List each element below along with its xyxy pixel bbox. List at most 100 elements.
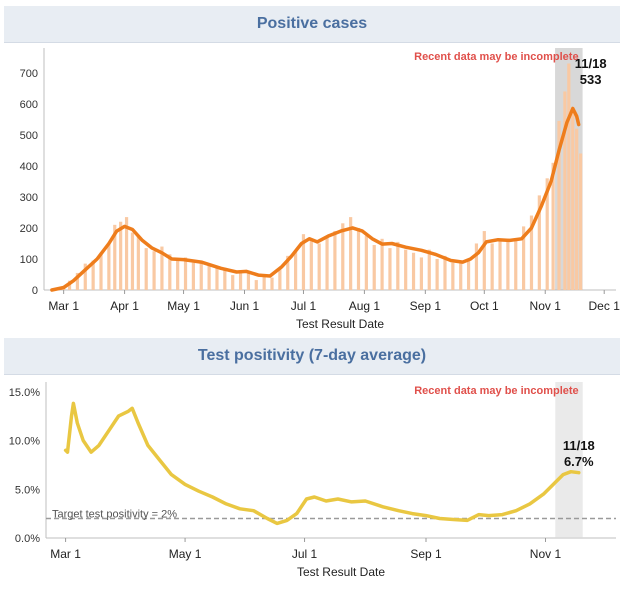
daily-case-bar	[551, 162, 555, 290]
daily-case-bar	[199, 260, 203, 290]
daily-case-bar	[176, 260, 180, 290]
y-tick-label: 400	[20, 161, 38, 173]
daily-case-bar	[113, 224, 117, 290]
incomplete-data-note: Recent data may be incomplete	[414, 51, 578, 63]
y-tick-label: 300	[20, 192, 38, 204]
daily-case-bar	[75, 272, 80, 290]
x-tick-label: Dec 1	[589, 299, 621, 313]
x-tick-label: Mar 1	[48, 299, 79, 313]
positivity-chart: 0.0% 5.0% 10.0% 15.0% Mar 1 May 1 Jul 1 Sep 1 No…	[9, 382, 616, 579]
daily-case-bar	[459, 261, 463, 290]
daily-case-bar	[380, 238, 384, 290]
daily-case-bar	[309, 240, 313, 290]
daily-case-bar	[107, 243, 111, 290]
daily-case-bar	[356, 227, 361, 290]
daily-case-bar	[372, 245, 376, 290]
y-tick-label: 600	[20, 99, 38, 111]
daily-case-bar	[579, 153, 583, 290]
annotation-date: 11/18	[575, 56, 607, 71]
daily-case-bar	[364, 235, 368, 290]
daily-case-bar	[119, 221, 123, 290]
daily-case-bar	[482, 231, 486, 290]
daily-case-bar	[262, 276, 266, 290]
x-tick-label: Sep 1	[410, 547, 442, 561]
y-tick-label: 0	[32, 285, 38, 297]
daily-case-bar	[83, 263, 87, 290]
daily-case-bar	[294, 251, 298, 290]
cases-chart-title: Positive cases	[256, 15, 368, 32]
cases-chart: 0 100 200 300 400 500 600 700 Mar 1 Apr 1 May 1 Jun…	[20, 48, 621, 331]
daily-case-bar	[341, 223, 345, 290]
daily-case-bar	[246, 271, 251, 290]
y-tick-label: 15.0%	[9, 387, 40, 399]
x-tick-label: May 1	[169, 547, 202, 561]
daily-case-bar	[286, 255, 290, 290]
y-tick-label: 0.0%	[15, 533, 40, 545]
daily-case-bar	[301, 234, 306, 290]
daily-case-bar	[333, 231, 337, 290]
x-tick-label: Jul 1	[291, 299, 317, 313]
daily-case-bar	[152, 251, 156, 290]
daily-case-bar	[130, 232, 135, 290]
daily-case-bar	[168, 254, 172, 290]
y-tick-label: 5.0%	[15, 484, 40, 496]
daily-case-bar	[575, 128, 579, 290]
daily-case-bar	[396, 241, 400, 290]
daily-case-bar	[91, 260, 95, 290]
trend-line	[50, 106, 581, 292]
daily-case-bar	[215, 266, 219, 290]
cases-panel-header: Positive cases	[4, 6, 620, 43]
daily-case-bar	[427, 249, 431, 290]
x-axis-title: Test Result Date	[296, 317, 384, 331]
daily-case-bar	[270, 277, 274, 290]
daily-case-bar	[325, 235, 329, 290]
daily-case-bar	[522, 226, 526, 290]
x-tick-label: Nov 1	[530, 547, 562, 561]
x-tick-label: Aug 1	[349, 299, 381, 313]
y-tick-label: 700	[20, 68, 38, 80]
y-tick-label: 200	[20, 223, 38, 235]
daily-case-bar	[238, 272, 243, 290]
x-tick-label: Apr 1	[110, 299, 139, 313]
x-tick-label: Oct 1	[470, 299, 499, 313]
daily-case-bar	[411, 252, 416, 290]
positivity-chart-title: Test positivity (7-day average)	[197, 347, 427, 364]
incomplete-data-note: Recent data may be incomplete	[414, 385, 578, 397]
x-axis-title: Test Result Date	[297, 565, 385, 579]
trend-line	[63, 401, 581, 526]
annotation-value: 533	[580, 72, 602, 87]
positivity-panel-header: Test positivity (7-day average)	[4, 338, 620, 375]
daily-case-bar	[529, 215, 534, 290]
daily-case-bar	[207, 264, 211, 290]
daily-case-bar	[567, 63, 571, 291]
daily-case-bar	[191, 262, 195, 290]
y-tick-label: 500	[20, 130, 38, 142]
daily-case-bar	[506, 241, 510, 290]
target-label: Target test positivity = 2%	[52, 509, 177, 521]
daily-case-bar	[223, 267, 227, 290]
daily-case-bar	[124, 217, 129, 290]
daily-case-bar	[563, 91, 567, 290]
daily-case-bar	[514, 240, 518, 290]
daily-case-bar	[571, 106, 575, 290]
daily-case-bar	[388, 248, 392, 290]
x-tick-label: Mar 1	[50, 547, 81, 561]
daily-case-bar	[160, 246, 164, 290]
daily-case-bar	[537, 195, 541, 290]
annotation-date: 11/18	[563, 438, 595, 453]
y-tick-label: 10.0%	[9, 436, 40, 448]
daily-case-bar	[466, 258, 471, 290]
daily-case-bar	[435, 258, 439, 290]
y-tick-label: 100	[20, 254, 38, 266]
daily-case-bar	[498, 238, 502, 290]
daily-case-bar	[474, 243, 479, 290]
daily-case-bar	[183, 257, 188, 290]
x-tick-label: May 1	[167, 299, 200, 313]
x-tick-label: Nov 1	[530, 299, 562, 313]
daily-case-bar	[254, 280, 258, 290]
daily-case-bar	[443, 255, 447, 290]
daily-case-bar	[144, 248, 148, 290]
daily-case-bar	[557, 120, 561, 291]
annotation-value: 6.7%	[564, 454, 594, 469]
